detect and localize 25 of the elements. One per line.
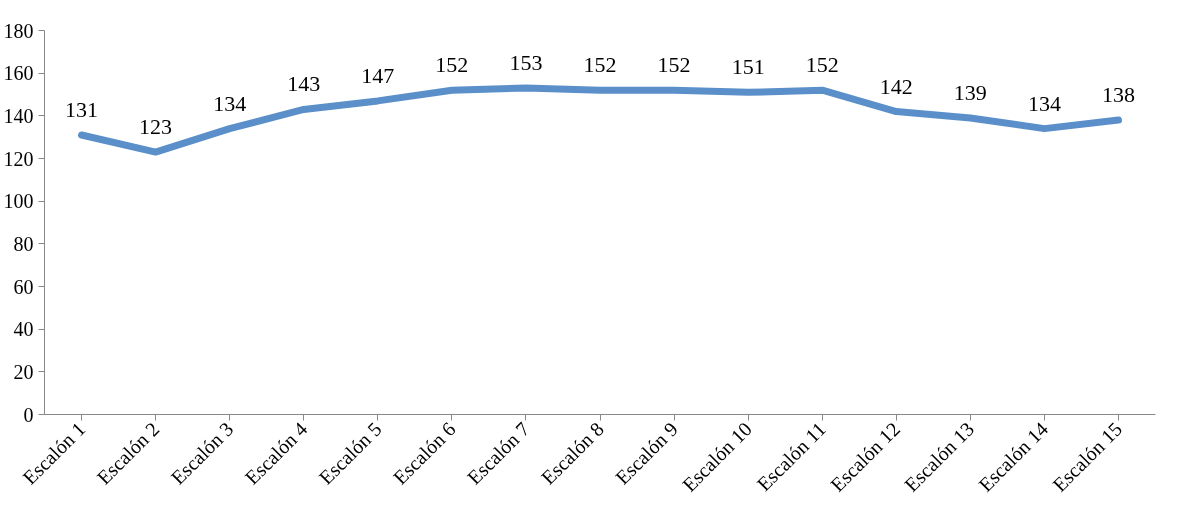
data-label: 134 [1027, 90, 1061, 116]
y-tick-label: 80 [13, 232, 34, 255]
y-tick-label: 120 [3, 147, 34, 170]
data-label: 131 [65, 97, 99, 123]
data-label: 138 [1101, 82, 1135, 108]
data-label: 123 [139, 114, 173, 140]
data-label: 151 [731, 54, 765, 80]
data-label: 139 [953, 79, 987, 105]
data-label: 152 [657, 52, 691, 78]
y-tick-label: 100 [3, 190, 34, 213]
data-label: 152 [435, 52, 469, 78]
data-label: 152 [583, 52, 617, 78]
data-label: 147 [361, 62, 395, 88]
data-label: 134 [213, 90, 247, 116]
data-label: 153 [509, 50, 543, 76]
y-tick-label: 160 [3, 62, 34, 85]
y-tick-label: 180 [3, 19, 34, 42]
y-tick-label: 0 [23, 403, 34, 426]
data-label: 152 [805, 52, 839, 78]
y-tick-label: 140 [3, 104, 34, 127]
data-label: 142 [879, 73, 913, 99]
y-tick-label: 40 [13, 318, 34, 341]
y-tick-label: 60 [13, 275, 34, 298]
y-tick-label: 20 [13, 360, 34, 383]
data-label: 143 [287, 71, 321, 97]
